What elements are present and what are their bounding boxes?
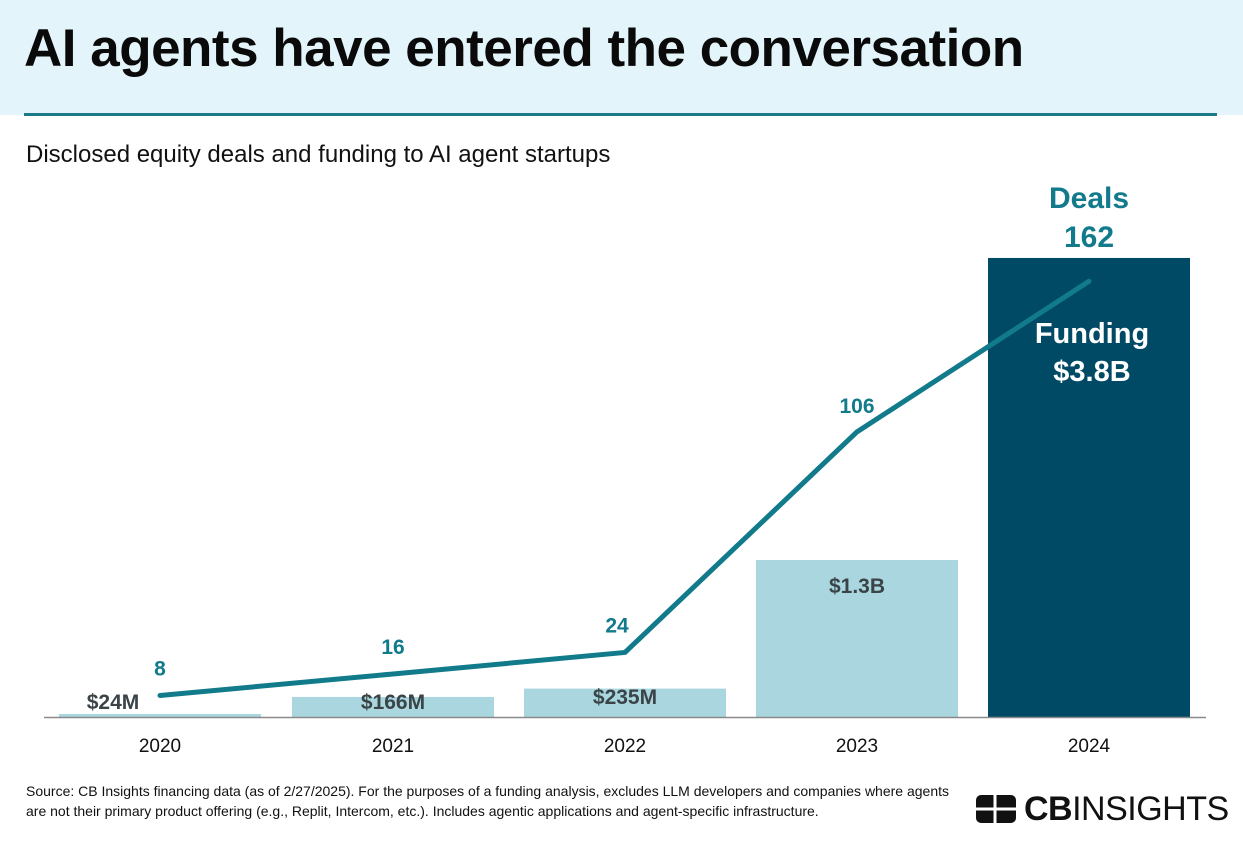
funding-bar-2024 bbox=[988, 257, 1190, 717]
funding-bar-2021 bbox=[292, 696, 494, 717]
deals-label-2020: 8 bbox=[154, 657, 166, 680]
funding-title-label: Funding bbox=[1035, 318, 1149, 350]
x-tick-label-2020: 2020 bbox=[139, 736, 181, 757]
funding-bar-2023 bbox=[756, 559, 958, 717]
cb-insights-logo: CBINSIGHTS bbox=[976, 792, 1229, 826]
chart-subtitle: Disclosed equity deals and funding to AI… bbox=[26, 141, 611, 168]
cb-insights-logo-text: CBINSIGHTS bbox=[1024, 790, 1229, 828]
funding-label-2022: $235M bbox=[593, 686, 657, 709]
deals-title-label: Deals bbox=[1049, 182, 1129, 215]
funding-label-2020: $24M bbox=[87, 691, 140, 714]
x-tick-label-2024: 2024 bbox=[1068, 736, 1111, 757]
funding-bar-2022 bbox=[524, 688, 726, 717]
x-tick-label-2023: 2023 bbox=[836, 736, 878, 757]
deals-label-2024: 162 bbox=[1064, 221, 1114, 254]
funding-label-2023: $1.3B bbox=[829, 575, 885, 598]
funding-label-2021: $166M bbox=[361, 691, 425, 714]
x-tick-label-2021: 2021 bbox=[372, 736, 414, 757]
source-note: Source: CB Insights financing data (as o… bbox=[26, 783, 949, 819]
x-tick-label-2022: 2022 bbox=[604, 736, 646, 757]
funding-bar-2020 bbox=[59, 714, 261, 717]
deals-label-2023: 106 bbox=[839, 395, 874, 418]
header-banner: AI agents have entered the conversation bbox=[0, 0, 1243, 116]
cb-insights-logo-icon bbox=[976, 795, 1016, 823]
deals-label-2021: 16 bbox=[381, 636, 404, 659]
header-divider bbox=[24, 113, 1217, 116]
deals-label-2022: 24 bbox=[605, 614, 629, 637]
funding-label-2024: $3.8B bbox=[1053, 356, 1130, 388]
page-title: AI agents have entered the conversation bbox=[24, 19, 1024, 78]
